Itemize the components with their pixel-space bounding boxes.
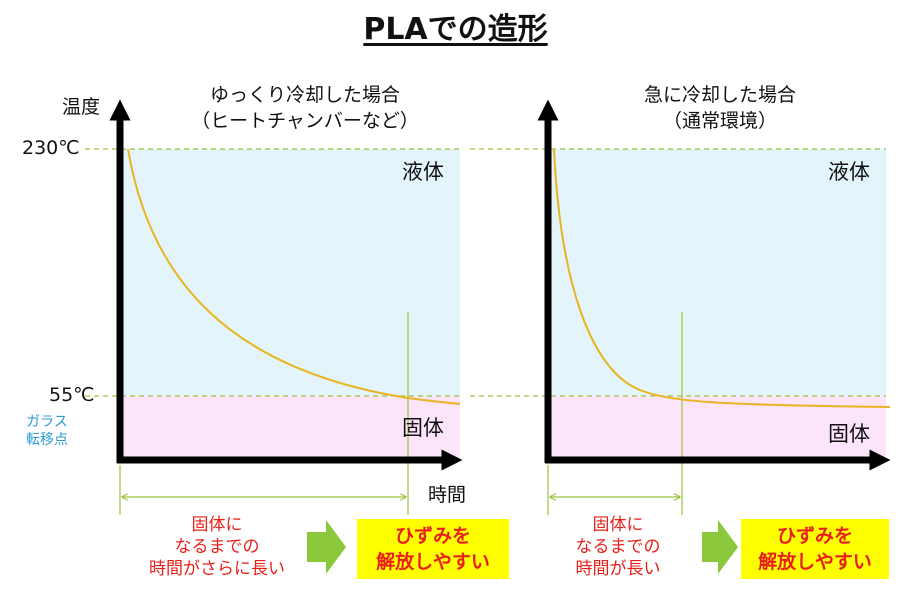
- right-liquid-region: [550, 149, 886, 396]
- left-solid-region: [122, 396, 460, 460]
- right-note-line1: 固体に: [592, 515, 644, 535]
- left-note-line2: なるまでの: [174, 537, 260, 557]
- left-panel-caption: ゆっくり冷却した場合 （ヒートチャンバーなど）: [155, 82, 455, 134]
- right-cooling-curve: [553, 148, 891, 408]
- left-result-line2: 解放しやすい: [376, 551, 490, 573]
- left-caption-line1: ゆっくり冷却した場合: [209, 84, 400, 106]
- right-solid-label: 固体: [828, 422, 870, 446]
- right-note-line3: 時間が長い: [575, 559, 661, 579]
- left-note-line1: 固体に: [191, 515, 243, 535]
- left-time-note: 固体に なるまでの 時間がさらに長い: [142, 514, 292, 580]
- left-liquid-region: [122, 149, 460, 396]
- right-caption-line2: （通常環境）: [662, 110, 777, 132]
- right-caption-line1: 急に冷却した場合: [643, 84, 796, 106]
- y-axis-label: 温度: [62, 96, 101, 118]
- temp-230-label: 230℃: [22, 137, 80, 159]
- left-cooling-curve: [127, 148, 461, 405]
- right-result-box: ひずみを 解放しやすい: [741, 519, 889, 579]
- left-caption-line2: （ヒートチャンバーなど）: [191, 110, 419, 132]
- right-liquid-label: 液体: [828, 160, 870, 184]
- left-result-line1: ひずみを: [394, 525, 471, 547]
- x-axis-label: 時間: [428, 484, 467, 506]
- page-title: PLAでの造形: [363, 12, 548, 47]
- right-result-line1: ひずみを: [776, 525, 853, 547]
- left-result-box: ひずみを 解放しやすい: [357, 519, 509, 579]
- glass-line2: 転移点: [26, 432, 68, 448]
- right-panel-caption: 急に冷却した場合 （通常環境）: [590, 82, 850, 134]
- temp-55-label: 55℃: [49, 384, 95, 406]
- left-liquid-label: 液体: [402, 160, 444, 184]
- left-solid-label: 固体: [402, 416, 444, 440]
- left-note-line3: 時間がさらに長い: [149, 559, 285, 579]
- right-note-line2: なるまでの: [575, 537, 661, 557]
- right-time-note: 固体に なるまでの 時間が長い: [558, 514, 678, 580]
- right-result-line2: 解放しやすい: [758, 551, 872, 573]
- right-result-arrow: [702, 520, 738, 574]
- glass-transition-label: ガラス 転移点: [21, 413, 73, 449]
- left-result-arrow: [307, 520, 346, 574]
- glass-line1: ガラス: [26, 414, 68, 430]
